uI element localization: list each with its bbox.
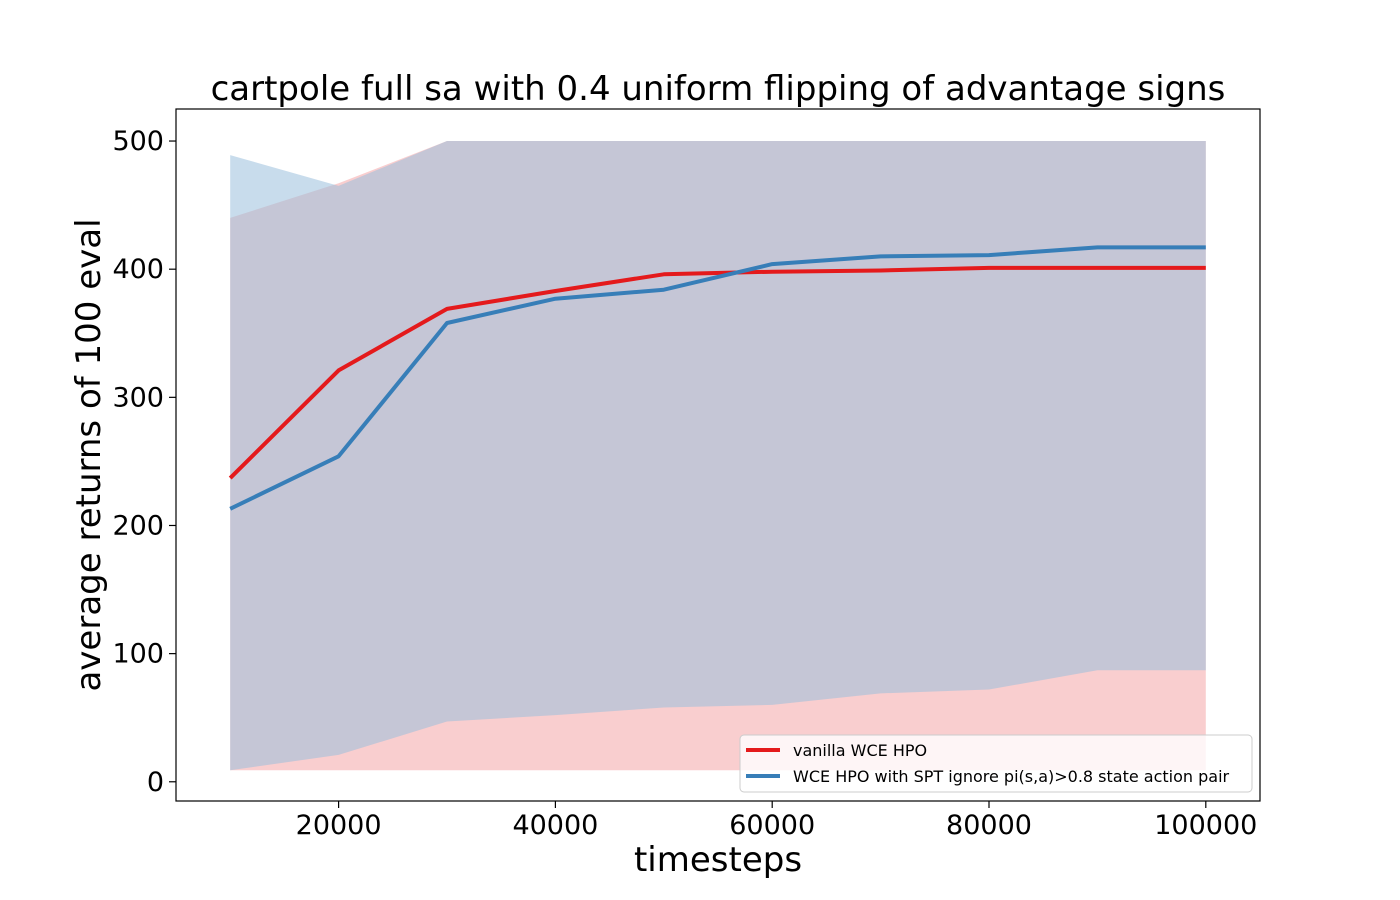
y-axis-ticks: 0 100 200 300 400 500 [112,126,176,798]
y-tick-label: 300 [112,382,164,413]
y-tick-label: 500 [112,126,164,157]
x-tick-label: 40000 [512,810,598,841]
x-tick-label: 60000 [729,810,815,841]
x-axis-ticks: 20000 40000 60000 80000 100000 [296,801,1257,841]
series-0-line [228,265,1206,480]
y-axis-label: average returns of 100 eval [69,218,109,691]
series-lines [228,245,1206,511]
series-1-band [230,141,1206,771]
y-tick-label: 400 [112,254,164,285]
plot-frame [175,108,1261,802]
confidence-bands [230,141,1206,771]
chart-title: cartpole full sa with 0.4 uniform flippi… [211,69,1226,109]
y-tick-label: 0 [147,767,164,798]
x-axis-label: timesteps [634,840,802,880]
x-tick-label: 80000 [946,810,1032,841]
x-tick-label: 20000 [296,810,382,841]
legend-label-1: WCE HPO with SPT ignore pi(s,a)>0.8 stat… [793,767,1230,786]
x-tick-label: 100000 [1154,810,1257,841]
legend: vanilla WCE HPO WCE HPO with SPT ignore p… [739,734,1253,793]
legend-label-0: vanilla WCE HPO [793,741,927,760]
y-tick-label: 100 [112,639,164,670]
legend-box [739,734,1253,793]
series-1-line [229,245,1206,511]
y-tick-label: 200 [112,510,164,541]
